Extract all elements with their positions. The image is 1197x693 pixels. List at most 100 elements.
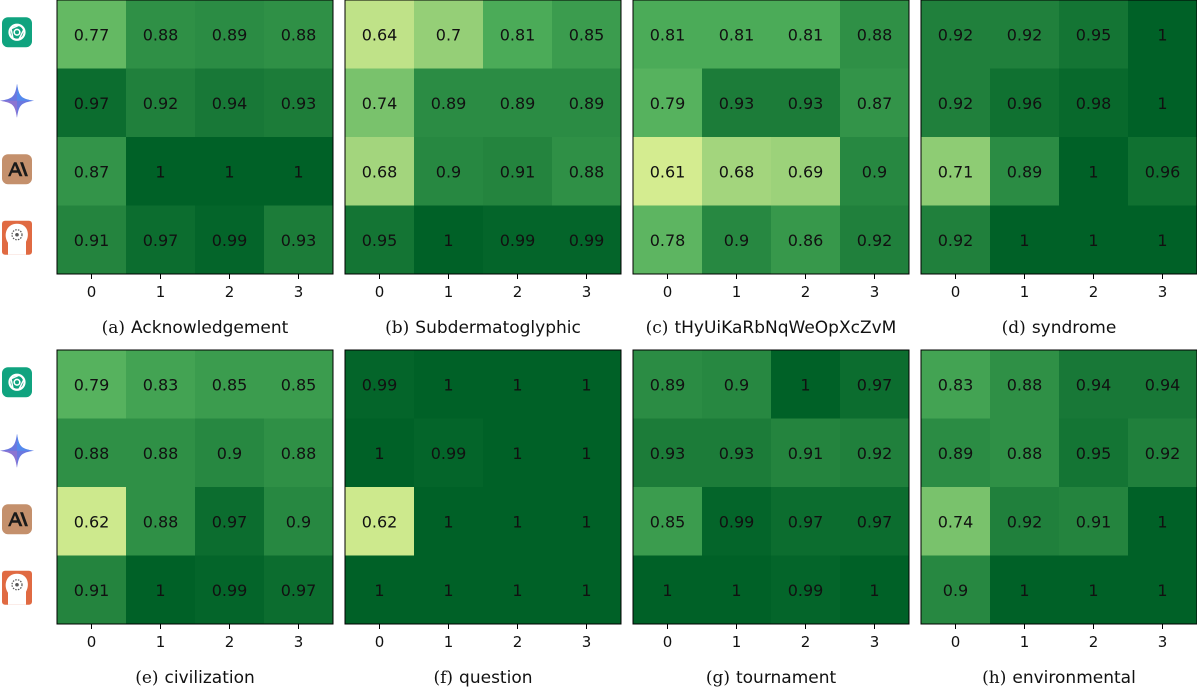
gemini-sparkle-icon [0,83,34,118]
cell-value-label: 0.99 [719,512,755,531]
heatmap-cell [126,137,196,206]
cell-value-label: 0.88 [143,25,179,44]
heatmap-cell [57,68,127,138]
cell-value-label: 1 [1157,25,1167,44]
heatmap-cell [1128,350,1197,419]
heatmap-cell [126,487,196,556]
x-tick-label: 3 [294,283,304,301]
cell-value-label: 0.83 [938,375,974,394]
cell-value-label: 0.74 [938,512,974,531]
heatmap-panel-h: 0.83 0.88 0.94 0.940.89 0.88 0.95 0.920.74 0.92… [920,349,1197,688]
heatmap-cell [990,137,1060,206]
heatmap-cell [195,137,265,206]
panel-caption-title: syndrome [1032,318,1117,338]
heatmap-cell [264,137,334,206]
cell-value-label: 1 [1088,162,1098,181]
heatmap-cell [771,418,841,488]
cell-value-label: 0.9 [943,581,968,600]
heatmap-cell [195,555,265,625]
heatmap-cell [483,205,553,275]
heatmap-cell [264,555,334,625]
cell-value-label: 0.86 [788,231,824,250]
cell-value-label: 0.89 [569,94,605,113]
heatmap-cell [57,0,127,69]
cell-value-label: 0.91 [74,231,110,250]
cell-value-label: 0.9 [862,162,887,181]
cell-value-label: 0.97 [74,94,110,113]
heatmap-cell [1128,205,1197,275]
panel-caption-tag: (c) [646,318,669,338]
cell-value-label: 1 [731,581,741,600]
heatmap-cell [1128,555,1197,625]
heatmap-cell [702,205,772,275]
panel-caption: (e) civilization [135,668,255,688]
cell-value-label: 1 [869,581,879,600]
cell-value-label: 0.88 [569,162,605,181]
cell-value-label: 0.89 [938,444,974,463]
cell-value-label: 0.71 [938,162,974,181]
cell-value-label: 0.99 [569,231,605,250]
cell-value-label: 0.89 [212,25,248,44]
x-tick-label: 2 [225,283,235,301]
cell-value-label: 0.97 [281,581,317,600]
heatmap-cell [195,487,265,556]
cell-value-label: 0.79 [74,375,110,394]
cell-value-label: 1 [1019,581,1029,600]
x-tick-label: 3 [1158,633,1168,651]
cell-value-label: 0.62 [362,512,398,531]
openai-logo-icon [2,17,32,48]
heatmap-cell [1059,350,1129,419]
x-tick-label: 3 [582,633,592,651]
cell-value-label: 1 [374,444,384,463]
cell-value-label: 0.93 [281,94,317,113]
heatmap-cell [840,487,910,556]
heatmap-cell [57,205,127,275]
cell-value-label: 0.94 [212,94,248,113]
heatmap-cell [1059,205,1129,275]
heatmap-cell [264,0,334,69]
heatmap-cell [126,205,196,275]
cell-value-label: 0.97 [143,231,179,250]
cell-value-label: 0.7 [436,25,461,44]
heatmap-cell [414,68,484,138]
heatmap-cell [840,137,910,206]
heatmap-cell [57,350,127,419]
heatmap-cell [552,350,622,419]
llama-head-icon [2,570,32,605]
panel-frame [920,349,1197,625]
heatmap-cell [414,0,484,69]
anthropic-logo-icon [2,154,32,185]
heatmap-cell [840,418,910,488]
panel-caption-tag: (e) [135,668,158,688]
cell-value-label: 1 [1088,231,1098,250]
cell-value-label: 0.77 [74,25,110,44]
heatmap-cell [57,418,127,488]
heatmap-cell [414,350,484,419]
heatmap-cell [264,68,334,138]
heatmap-cell [1059,0,1129,69]
panel-caption-tag: (f) [433,668,453,688]
heatmap-cell [840,555,910,625]
cell-value-label: 0.88 [143,512,179,531]
heatmap-cell [1128,137,1197,206]
heatmap-cell [1128,68,1197,138]
cell-value-label: 0.92 [938,94,974,113]
cell-value-label: 0.85 [281,375,317,394]
cell-value-label: 0.96 [1145,162,1181,181]
panel-frame [632,349,910,625]
x-tick-label: 0 [951,633,961,651]
cell-value-label: 1 [581,375,591,394]
cell-value-label: 1 [155,581,165,600]
heatmap-panel-b: 0.64 0.7 0.81 0.85 0.74 0.89 0.89 0.89 0.68 0.9 0.… [344,0,622,338]
cell-value-label: 0.81 [719,25,755,44]
panel-caption: (d) syndrome [1002,318,1117,338]
cell-value-label: 0.97 [857,512,893,531]
x-tick-label: 2 [1089,633,1099,651]
panel-caption-title: environmental [1012,668,1135,688]
heatmap-cell [552,418,622,488]
panel-frame [920,0,1197,275]
x-tick-label: 2 [513,633,523,651]
cell-value-label: 0.83 [143,375,179,394]
cell-value-label: 0.92 [938,231,974,250]
cell-value-label: 1 [443,231,453,250]
